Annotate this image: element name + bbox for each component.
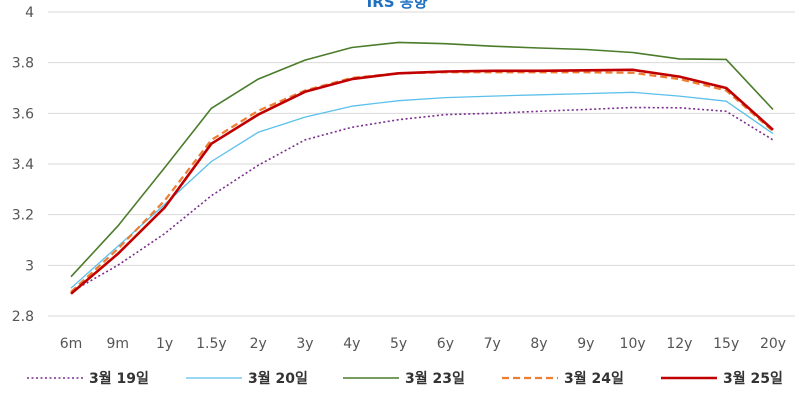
x-tick-label: 20y	[760, 336, 786, 352]
gridlines	[48, 11, 795, 317]
y-tick-label: 2.8	[12, 309, 34, 325]
x-axis-ticks: 6m 9m 1y 1.5y 2y 3y 4y 5y 6y 7y 8y 9y 10y 12y 15y 20y	[60, 336, 786, 352]
y-tick-label: 3	[25, 258, 34, 274]
y-axis-ticks: 2.8 3 3.2 3.4 3.6 3.8 4	[12, 5, 34, 325]
legend-label-5: 3월 25일	[723, 370, 783, 387]
series-line-2	[70, 91, 774, 289]
y-tick-label: 3.6	[12, 106, 34, 122]
y-tick-label: 3.4	[12, 157, 34, 173]
series-line-3	[70, 41, 774, 278]
series-line-5	[70, 68, 774, 295]
x-tick-label: 3y	[296, 336, 313, 352]
legend-label-1: 3월 19일	[89, 370, 149, 387]
x-tick-label: 15y	[713, 336, 739, 352]
series-lines	[70, 41, 774, 295]
x-tick-label: 9y	[577, 336, 594, 352]
x-tick-label: 12y	[666, 336, 692, 352]
series-line-4	[70, 71, 774, 293]
legend: 3월 19일 3월 20일 3월 23일 3월 24일 3월 25일	[27, 370, 783, 387]
x-tick-label: 10y	[620, 336, 646, 352]
x-tick-label: 6y	[437, 336, 454, 352]
legend-label-2: 3월 20일	[248, 370, 308, 387]
x-tick-label: 8y	[530, 336, 547, 352]
x-tick-label: 7y	[484, 336, 501, 352]
x-tick-label: 1y	[156, 336, 173, 352]
y-tick-label: 3.8	[12, 56, 34, 72]
legend-label-3: 3월 23일	[405, 370, 465, 387]
x-tick-label: 2y	[250, 336, 267, 352]
x-tick-label: 5y	[390, 336, 407, 352]
x-tick-label: 6m	[60, 336, 83, 352]
legend-label-4: 3월 24일	[564, 370, 624, 387]
x-tick-label: 1.5y	[196, 336, 227, 352]
y-tick-label: 4	[25, 5, 34, 21]
chart-title: IRS 동향	[367, 0, 428, 11]
x-tick-label: 9m	[107, 336, 130, 352]
series-line-1	[70, 106, 774, 293]
x-tick-label: 4y	[343, 336, 360, 352]
y-tick-label: 3.2	[12, 208, 34, 224]
